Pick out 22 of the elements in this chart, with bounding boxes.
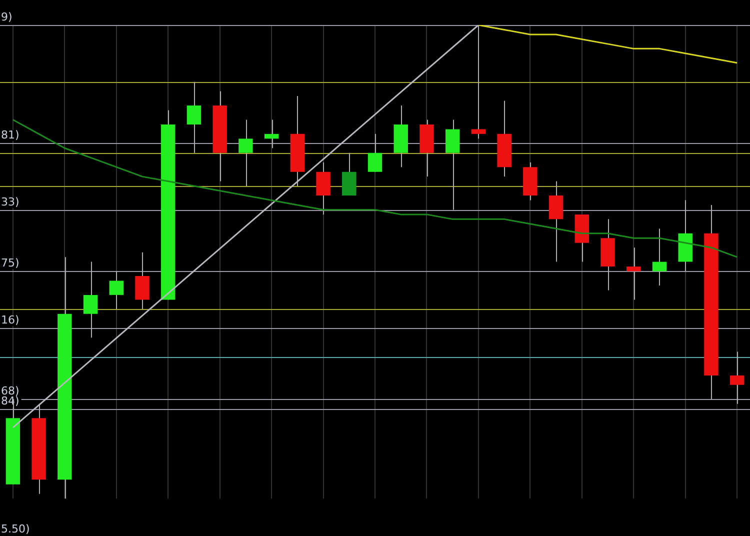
candlestick — [445, 119, 460, 210]
annotation: 16) — [1, 313, 20, 326]
annotation: 33) — [1, 195, 20, 208]
annotation: 81) — [1, 128, 20, 142]
candlestick — [471, 24, 486, 140]
candlestick — [548, 180, 564, 262]
candlestick — [730, 351, 744, 404]
candlestick — [652, 228, 667, 286]
candlestick — [109, 270, 124, 310]
candlestick — [342, 152, 356, 196]
candlestick — [135, 252, 150, 310]
candlestick — [316, 162, 330, 215]
candlestick — [368, 133, 382, 172]
text: 9) — [1, 10, 12, 24]
candlestick — [264, 119, 279, 149]
annotation: 68) — [1, 384, 20, 398]
text: 5.50) — [1, 522, 30, 536]
candlestick — [626, 247, 641, 300]
candlestick — [186, 81, 202, 154]
candlestick — [83, 261, 98, 338]
annotation: 75) — [1, 256, 20, 270]
candlestick — [238, 119, 253, 187]
